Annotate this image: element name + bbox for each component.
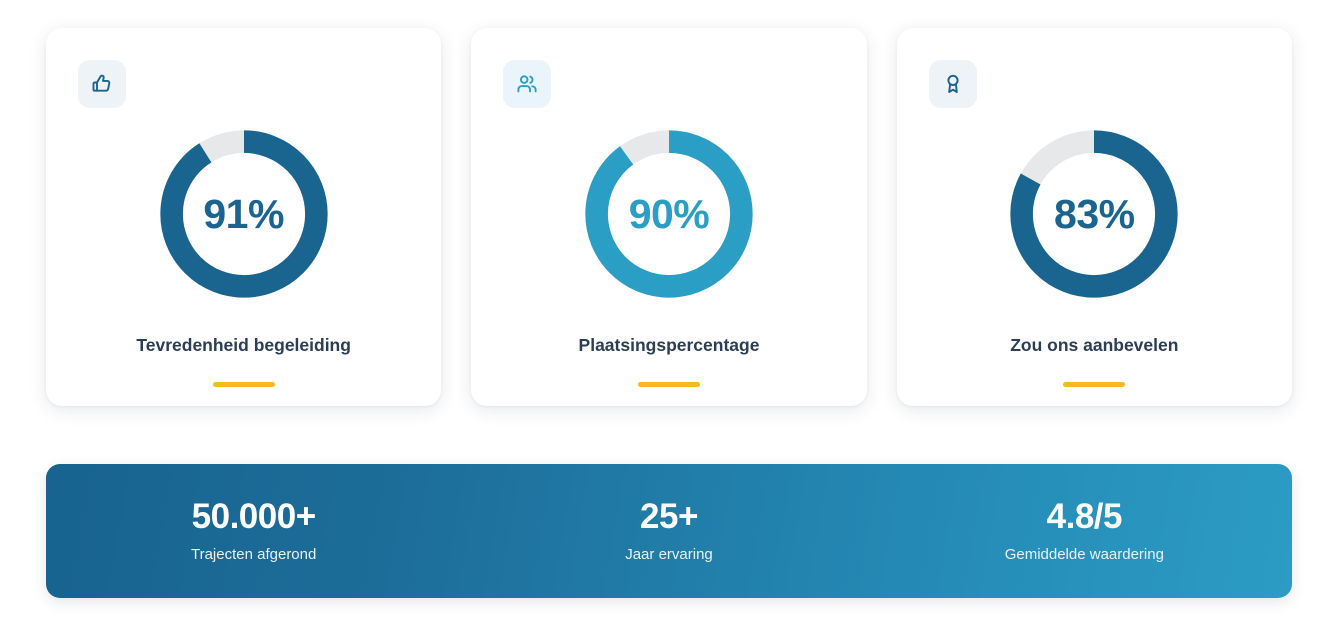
stat-label: Trajecten afgerond bbox=[190, 545, 317, 563]
donut-svg bbox=[159, 130, 328, 298]
donut-value-label: 83% bbox=[1054, 190, 1135, 237]
award-icon bbox=[941, 72, 965, 96]
accent-underline bbox=[637, 382, 700, 387]
donut-svg bbox=[585, 130, 753, 298]
users-icon bbox=[515, 72, 539, 96]
thumbs-up-icon bbox=[90, 72, 114, 96]
kpi-cards-row: 91% Tevredenheid begeleiding bbox=[46, 28, 1292, 406]
icon-badge bbox=[78, 60, 126, 108]
stat-item-waardering: 4.8/5 Gemiddelde waardering bbox=[877, 497, 1292, 563]
kpi-card-label: Plaatsingspercentage bbox=[578, 335, 760, 355]
donut-value-label: 91% bbox=[203, 190, 284, 237]
icon-badge bbox=[503, 60, 552, 108]
stat-value: 50.000+ bbox=[191, 497, 317, 537]
kpi-card-recommend: 83% Zou ons aanbevelen bbox=[896, 28, 1292, 406]
donut-svg bbox=[1010, 130, 1178, 298]
stat-label: Gemiddelde waardering bbox=[1004, 545, 1164, 563]
donut-value-label: 90% bbox=[628, 190, 710, 237]
accent-underline bbox=[1063, 382, 1126, 387]
donut-chart-placement: 90% bbox=[575, 120, 763, 308]
accent-underline bbox=[212, 382, 275, 387]
donut-arc bbox=[1010, 130, 1178, 298]
icon-badge bbox=[928, 60, 977, 108]
stat-value: 4.8/5 bbox=[1046, 497, 1123, 537]
stat-label: Jaar ervaring bbox=[625, 545, 713, 563]
kpi-card-placement: 90% Plaatsingspercentage bbox=[471, 28, 867, 406]
stat-item-trajecten: 50.000+ Trajecten afgerond bbox=[46, 497, 461, 563]
kpi-card-label: Zou ons aanbevelen bbox=[1010, 335, 1179, 355]
stat-value: 25+ bbox=[640, 497, 698, 537]
stats-banner: 50.000+ Trajecten afgerond 25+ Jaar erva… bbox=[46, 464, 1292, 598]
donut-chart-recommend: 83% bbox=[1000, 120, 1188, 308]
donut-chart-satisfaction: 91% bbox=[150, 120, 338, 308]
stat-item-ervaring: 25+ Jaar ervaring bbox=[461, 497, 876, 563]
kpi-card-label: Tevredenheid begeleiding bbox=[136, 335, 351, 355]
kpi-card-satisfaction: 91% Tevredenheid begeleiding bbox=[46, 28, 442, 406]
